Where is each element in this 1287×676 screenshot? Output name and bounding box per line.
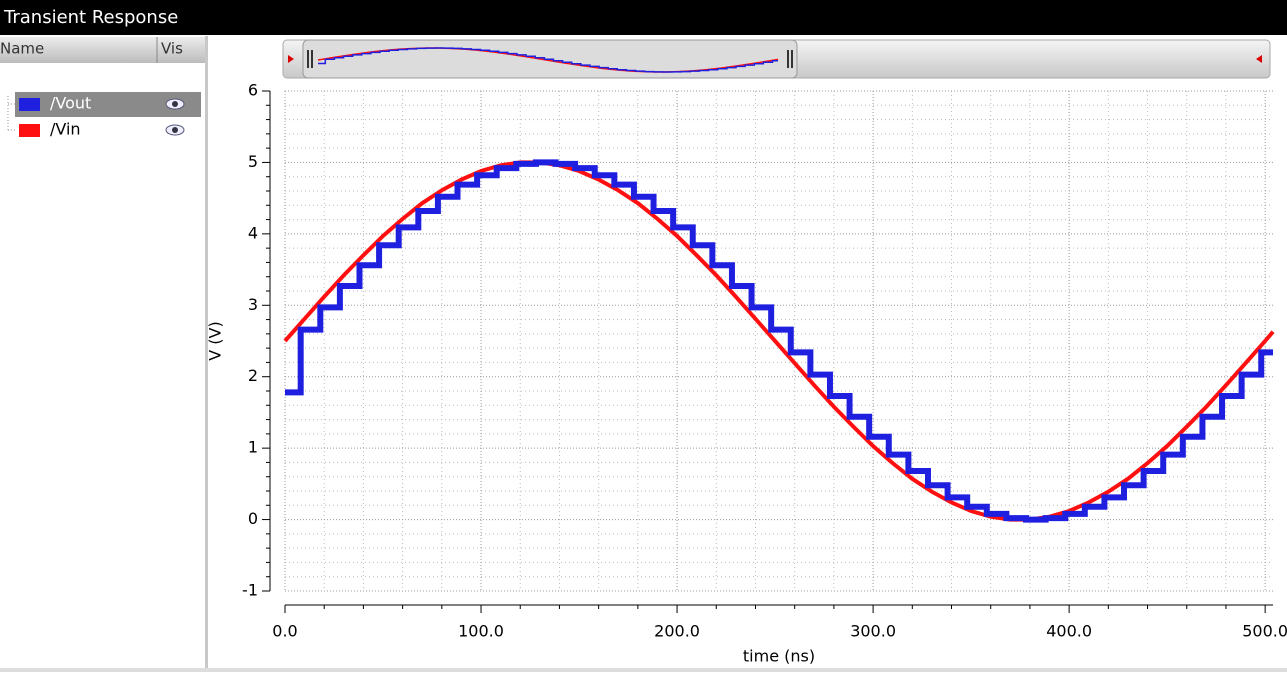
y-tick-label: 4 (248, 223, 258, 242)
legend-swatch[interactable] (19, 98, 40, 111)
x-tick-label: 300.0 (850, 622, 896, 641)
legend-swatch[interactable] (19, 124, 40, 137)
x-tick-label: 100.0 (458, 622, 504, 641)
x-tick-label: 500.0 (1242, 622, 1287, 641)
legend-label[interactable]: /Vin (50, 120, 81, 139)
overview-line (318, 47, 778, 73)
x-tick-label: 200.0 (654, 622, 700, 641)
x-tick-label: 0.0 (272, 622, 297, 641)
splitter[interactable] (205, 36, 208, 672)
visibility-pupil[interactable] (172, 127, 178, 133)
signal-panel (0, 36, 205, 672)
tree-lines (7, 96, 15, 131)
x-tick-label: 400.0 (1046, 622, 1092, 641)
status-strip (0, 668, 1287, 672)
y-tick-label: 0 (248, 509, 258, 528)
y-tick-label: 2 (248, 366, 258, 385)
list-header (0, 37, 205, 63)
y-tick-label: -1 (242, 581, 258, 600)
window-title: Transient Response (3, 7, 178, 28)
slider-grips[interactable] (307, 50, 793, 68)
title-bar (0, 0, 1287, 35)
visibility-pupil[interactable] (172, 101, 178, 107)
overview-line (317, 47, 779, 73)
y-axis-label: V (V) (206, 321, 225, 360)
header-name: Name (0, 40, 44, 58)
series-line (283, 160, 1275, 522)
y-tick-label: 1 (248, 438, 258, 457)
y-tick-label: 3 (248, 295, 258, 314)
y-tick-label: 5 (248, 152, 258, 171)
x-axis-label: time (ns) (743, 647, 815, 666)
legend-label[interactable]: /Vout (50, 94, 91, 113)
series-line (285, 159, 1273, 523)
y-tick-label: 6 (248, 81, 258, 100)
header-vis: Vis (161, 40, 183, 58)
